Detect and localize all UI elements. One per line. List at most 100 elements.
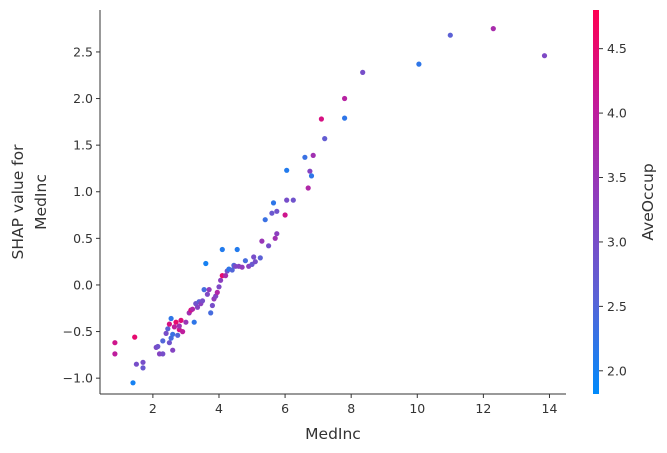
scatter-point xyxy=(173,319,179,325)
y-tick-label: −0.5 xyxy=(63,324,93,339)
scatter-point xyxy=(272,235,278,241)
plot-area: 2 4 6 8 10 12 14 −1.0 −0.5 0.0 0.5 1.0 1.5 2.0 2.5 xyxy=(63,10,566,416)
scatter-point xyxy=(302,154,308,160)
colorbar-tick-label: 3.0 xyxy=(607,234,627,249)
scatter-point xyxy=(171,324,177,330)
scatter-point xyxy=(262,217,268,223)
scatter-point xyxy=(175,332,181,338)
scatter-point xyxy=(140,365,146,371)
colorbar-ticks: 2.0 2.5 3.0 3.5 4.0 4.5 xyxy=(599,41,627,378)
scatter-point xyxy=(219,246,225,253)
scatter-point xyxy=(239,264,245,270)
scatter-point xyxy=(189,306,196,312)
scatter-point xyxy=(342,95,348,102)
scatter-point xyxy=(305,185,311,191)
scatter-point xyxy=(170,347,176,353)
scatter-point xyxy=(360,69,366,75)
scatter-point xyxy=(252,259,258,265)
scatter-point xyxy=(170,331,176,337)
colorbar-tick-label: 2.5 xyxy=(607,299,627,314)
scatter-point xyxy=(180,329,186,335)
scatter-point xyxy=(416,61,422,67)
scatter-point xyxy=(490,26,496,32)
scatter-point xyxy=(166,321,172,327)
x-tick-label: 10 xyxy=(409,401,425,416)
scatter-point xyxy=(165,326,171,332)
scatter-point xyxy=(307,168,313,174)
scatter-point xyxy=(229,267,235,273)
scatter-point xyxy=(194,304,201,310)
y-tick-label: 0.0 xyxy=(73,277,93,292)
x-tick-label: 4 xyxy=(215,401,223,416)
scatter-point xyxy=(208,310,214,316)
x-axis-title: MedInc xyxy=(305,425,361,443)
scatter-points xyxy=(112,26,548,386)
scatter-point xyxy=(274,208,280,214)
scatter-point xyxy=(209,302,215,309)
scatter-point xyxy=(183,319,189,325)
scatter-point xyxy=(178,317,184,323)
scatter-point xyxy=(274,231,280,237)
y-axis-title: SHAP value for MedInc xyxy=(9,144,50,260)
scatter-point xyxy=(318,116,324,122)
scatter-point xyxy=(155,343,161,350)
scatter-point xyxy=(284,197,290,203)
scatter-point xyxy=(234,246,240,253)
scatter-point xyxy=(223,273,229,279)
scatter-point xyxy=(160,351,166,357)
scatter-point xyxy=(163,330,169,336)
scatter-point xyxy=(216,284,222,290)
scatter-point xyxy=(242,258,248,264)
x-tick-label: 12 xyxy=(475,401,491,416)
y-axis-title-line-1: SHAP value for xyxy=(9,144,27,260)
scatter-point xyxy=(310,152,316,158)
x-tick-label: 14 xyxy=(542,401,558,416)
colorbar-tick-label: 2.0 xyxy=(607,363,627,378)
y-axis-title-line-2: MedInc xyxy=(32,174,50,230)
y-tick-label: 2.5 xyxy=(73,44,93,59)
scatter-point xyxy=(204,291,210,297)
scatter-point xyxy=(342,115,348,121)
scatter-point xyxy=(140,359,146,365)
x-tick-label: 8 xyxy=(347,401,355,416)
scatter-point xyxy=(218,277,224,283)
scatter-point xyxy=(269,210,275,216)
y-tick-label: −1.0 xyxy=(63,371,93,386)
scatter-point xyxy=(308,173,315,179)
scatter-point xyxy=(203,260,209,267)
scatter-point xyxy=(266,243,272,249)
colorbar-tick-label: 4.0 xyxy=(607,106,627,121)
scatter-point xyxy=(206,287,212,293)
colorbar-bar xyxy=(593,10,599,394)
scatter-point xyxy=(257,255,263,261)
colorbar: 2.0 2.5 3.0 3.5 4.0 4.5 AveOccup xyxy=(593,10,657,394)
scatter-point xyxy=(282,212,288,218)
scatter-point xyxy=(160,338,166,344)
scatter-point xyxy=(322,136,328,142)
scatter-point xyxy=(201,287,207,293)
scatter-point xyxy=(132,334,138,340)
scatter-point xyxy=(166,340,172,346)
scatter-point xyxy=(176,323,182,329)
y-tick-label: 0.5 xyxy=(73,231,93,246)
y-tick-label: 1.0 xyxy=(73,184,93,199)
scatter-point xyxy=(259,238,265,244)
colorbar-title: AveOccup xyxy=(639,163,657,240)
x-axis-ticks: 2 4 6 8 10 12 14 xyxy=(149,394,558,416)
scatter-point xyxy=(290,197,296,203)
y-tick-label: 2.0 xyxy=(73,91,93,106)
scatter-point xyxy=(168,315,174,322)
scatter-point xyxy=(251,254,257,260)
scatter-point xyxy=(133,361,139,367)
y-axis-ticks: −1.0 −0.5 0.0 0.5 1.0 1.5 2.0 2.5 xyxy=(63,44,100,386)
scatter-point xyxy=(447,32,453,38)
scatter-point xyxy=(191,319,197,325)
scatter-point xyxy=(541,53,548,59)
colorbar-tick-label: 3.5 xyxy=(607,170,627,185)
y-tick-label: 1.5 xyxy=(73,138,93,153)
scatter-point xyxy=(130,380,136,386)
scatter-point xyxy=(284,167,290,173)
colorbar-tick-label: 4.5 xyxy=(607,41,627,56)
scatter-point xyxy=(199,298,206,304)
